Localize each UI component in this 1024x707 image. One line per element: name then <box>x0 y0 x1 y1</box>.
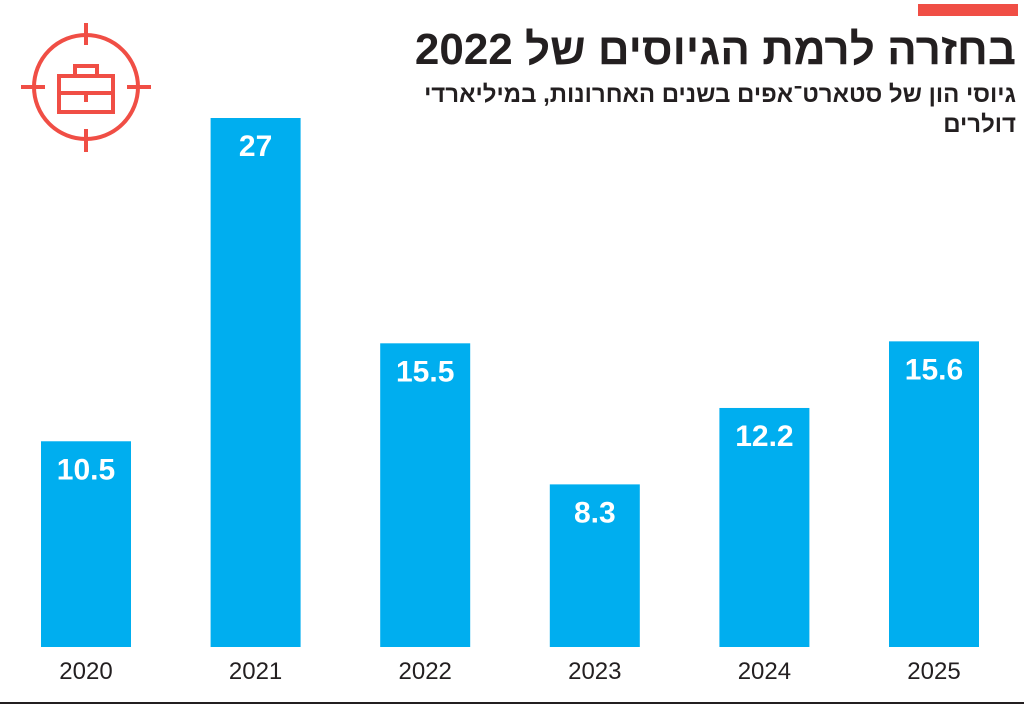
x-tick-label: 2021 <box>229 658 282 685</box>
chart-title: בחזרה לרמת הגיוסים של 2022 <box>414 25 1016 74</box>
x-tick-label: 2024 <box>738 658 791 685</box>
accent-bar <box>918 4 1018 16</box>
bar-2025 <box>889 341 979 647</box>
bar-2022 <box>380 343 471 647</box>
target-briefcase-icon <box>21 23 151 152</box>
data-label: 10.5 <box>57 453 115 486</box>
data-label: 8.3 <box>574 496 616 529</box>
x-tick-label: 2020 <box>59 658 112 685</box>
chart-subtitle: גיוסי הון של סטארט־אפים בשנים האחרונות, … <box>424 81 1016 138</box>
bar-2023 <box>549 484 640 647</box>
x-tick-label: 2025 <box>907 658 960 685</box>
x-tick-label: 2023 <box>568 658 621 685</box>
data-label: 27 <box>239 130 272 163</box>
data-label: 15.5 <box>396 355 454 388</box>
bar-2020 <box>41 441 131 647</box>
x-tick-label: 2022 <box>399 658 452 685</box>
bar-2021 <box>210 118 301 647</box>
data-label: 15.6 <box>905 353 963 386</box>
bar-2024 <box>719 407 810 647</box>
data-label: 12.2 <box>735 420 793 453</box>
